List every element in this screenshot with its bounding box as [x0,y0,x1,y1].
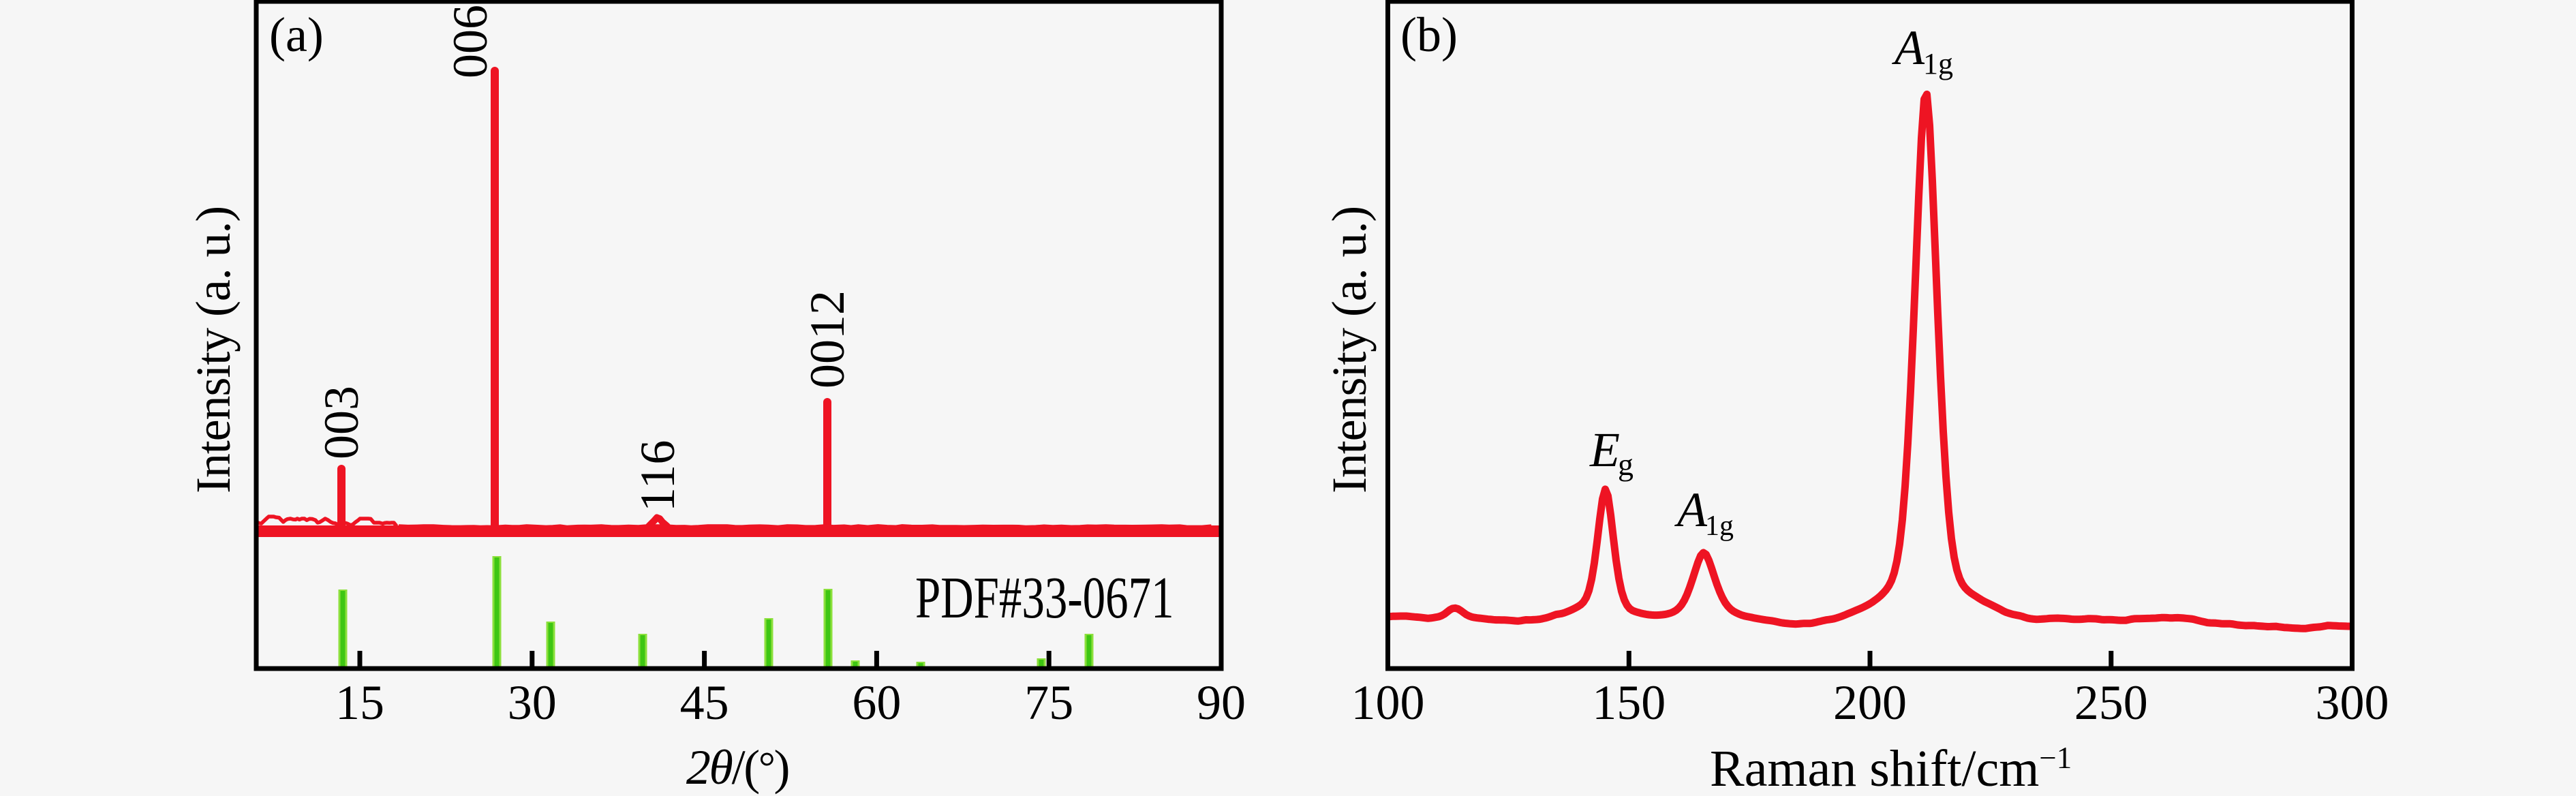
svg-text:250: 250 [2074,675,2148,730]
svg-text:003: 003 [314,386,369,459]
svg-text:A: A [1892,20,1925,75]
svg-text:Intensity (a. u.): Intensity (a. u.) [1322,206,1377,493]
svg-text:E: E [1589,423,1620,477]
svg-text:15: 15 [335,675,384,730]
svg-text:300: 300 [2316,675,2389,730]
svg-text:116: 116 [630,440,685,512]
svg-text:45: 45 [680,675,729,730]
svg-text:1g: 1g [1705,510,1734,542]
svg-text:006: 006 [443,5,497,78]
svg-text:60: 60 [852,675,901,730]
svg-text:PDF#33-0671: PDF#33-0671 [915,565,1174,630]
svg-text:200: 200 [1833,675,1907,730]
svg-text:(b): (b) [1400,7,1458,62]
svg-text:75: 75 [1024,675,1073,730]
svg-text:0012: 0012 [800,290,855,388]
svg-text:2θ/(°): 2θ/(°) [686,740,788,795]
svg-text:Raman shift/cm−1: Raman shift/cm−1 [1710,740,2072,796]
svg-text:150: 150 [1592,675,1666,730]
svg-text:(a): (a) [269,7,324,62]
svg-text:1g: 1g [1923,47,1953,80]
svg-text:30: 30 [508,675,557,730]
svg-text:100: 100 [1351,675,1425,730]
svg-text:Intensity (a. u.): Intensity (a. u.) [186,206,241,493]
svg-text:90: 90 [1197,675,1246,730]
svg-text:A: A [1674,483,1708,537]
svg-text:g: g [1618,447,1634,482]
